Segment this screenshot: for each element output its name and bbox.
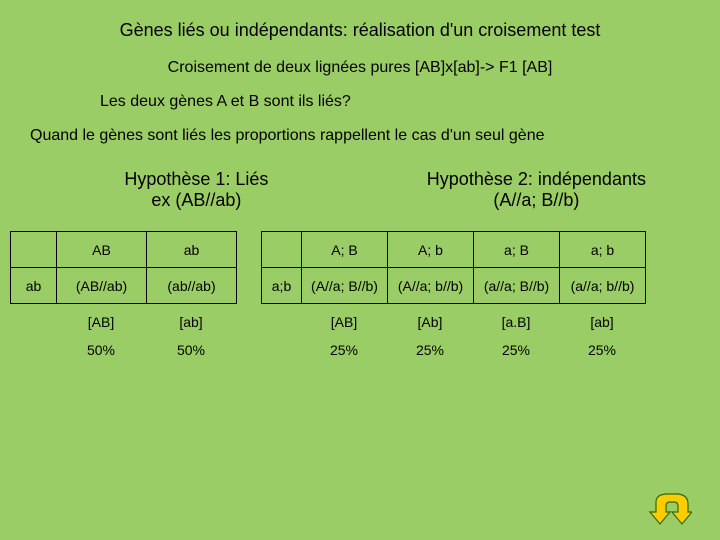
hypotheses-row: Hypothèse 1: Liés ex (AB//ab) Hypothèse … bbox=[20, 169, 700, 211]
table-cell: A; B bbox=[302, 232, 388, 268]
table-row: AB ab bbox=[11, 232, 237, 268]
phenotype-cell: [Ab] bbox=[387, 308, 473, 336]
table-cell: A; b bbox=[388, 232, 474, 268]
table-cell: ab bbox=[147, 232, 237, 268]
hypothesis-2-title: Hypothèse 2: indépendants bbox=[427, 169, 646, 189]
percentage-cell: 25% bbox=[559, 336, 645, 364]
table-cell: (ab//ab) bbox=[147, 268, 237, 304]
table-1: AB ab ab (AB//ab) (ab//ab) bbox=[10, 231, 237, 304]
table-row: a;b (A//a; B//b) (A//a; b//b) (a//a; B//… bbox=[262, 268, 646, 304]
table-2-wrap: A; B A; b a; B a; b a;b (A//a; B//b) (A/… bbox=[261, 231, 700, 364]
table-cell: a; B bbox=[474, 232, 560, 268]
table-cell: a; b bbox=[560, 232, 646, 268]
hypothesis-2: Hypothèse 2: indépendants (A//a; B//b) bbox=[353, 169, 720, 211]
table-1-wrap: AB ab ab (AB//ab) (ab//ab) [AB] [ab] 50% bbox=[10, 231, 237, 364]
table-row: [AB] [ab] bbox=[10, 308, 236, 336]
hypothesis-1-title: Hypothèse 1: Liés bbox=[124, 169, 268, 189]
table-cell: (A//a; B//b) bbox=[302, 268, 388, 304]
percentage-cell: 50% bbox=[56, 336, 146, 364]
table-cell-empty bbox=[11, 232, 57, 268]
table-cell-empty bbox=[262, 232, 302, 268]
table-row: [AB] [Ab] [a.B] [ab] bbox=[261, 308, 645, 336]
table-2-footer: [AB] [Ab] [a.B] [ab] 25% 25% 25% 25% bbox=[261, 308, 645, 364]
phenotype-cell: [ab] bbox=[146, 308, 236, 336]
table-cell: AB bbox=[57, 232, 147, 268]
phenotype-cell: [AB] bbox=[301, 308, 387, 336]
slide: Gènes liés ou indépendants: réalisation … bbox=[0, 0, 720, 540]
table-cell: (a//a; B//b) bbox=[474, 268, 560, 304]
hypothesis-1: Hypothèse 1: Liés ex (AB//ab) bbox=[20, 169, 353, 211]
table-cell: (AB//ab) bbox=[57, 268, 147, 304]
question-line: Les deux gènes A et B sont ils liés? bbox=[100, 93, 700, 111]
table-row: ab (AB//ab) (ab//ab) bbox=[11, 268, 237, 304]
hypothesis-1-sub: ex (AB//ab) bbox=[151, 190, 241, 210]
table-1-footer: [AB] [ab] 50% 50% bbox=[10, 308, 236, 364]
percentage-cell: 50% bbox=[146, 336, 236, 364]
table-row: A; B A; b a; B a; b bbox=[262, 232, 646, 268]
u-turn-back-icon[interactable] bbox=[648, 490, 692, 526]
phenotype-cell: [a.B] bbox=[473, 308, 559, 336]
tables-row: AB ab ab (AB//ab) (ab//ab) [AB] [ab] 50% bbox=[20, 231, 700, 364]
u-turn-arrow-path bbox=[650, 494, 692, 524]
cross-line: Croisement de deux lignées pures [AB]x[a… bbox=[20, 59, 700, 77]
table-2: A; B A; b a; B a; b a;b (A//a; B//b) (A/… bbox=[261, 231, 646, 304]
table-cell: (A//a; b//b) bbox=[388, 268, 474, 304]
percentage-cell: 25% bbox=[473, 336, 559, 364]
table-cell: a;b bbox=[262, 268, 302, 304]
page-title: Gènes liés ou indépendants: réalisation … bbox=[20, 20, 700, 41]
phenotype-cell: [ab] bbox=[559, 308, 645, 336]
table-row: 50% 50% bbox=[10, 336, 236, 364]
table-row: 25% 25% 25% 25% bbox=[261, 336, 645, 364]
percentage-cell: 25% bbox=[387, 336, 473, 364]
table-cell: (a//a; b//b) bbox=[560, 268, 646, 304]
hypothesis-2-sub: (A//a; B//b) bbox=[493, 190, 579, 210]
proportions-line: Quand le gènes sont liés les proportions… bbox=[30, 127, 700, 145]
percentage-cell: 25% bbox=[301, 336, 387, 364]
table-cell: ab bbox=[11, 268, 57, 304]
phenotype-cell: [AB] bbox=[56, 308, 146, 336]
